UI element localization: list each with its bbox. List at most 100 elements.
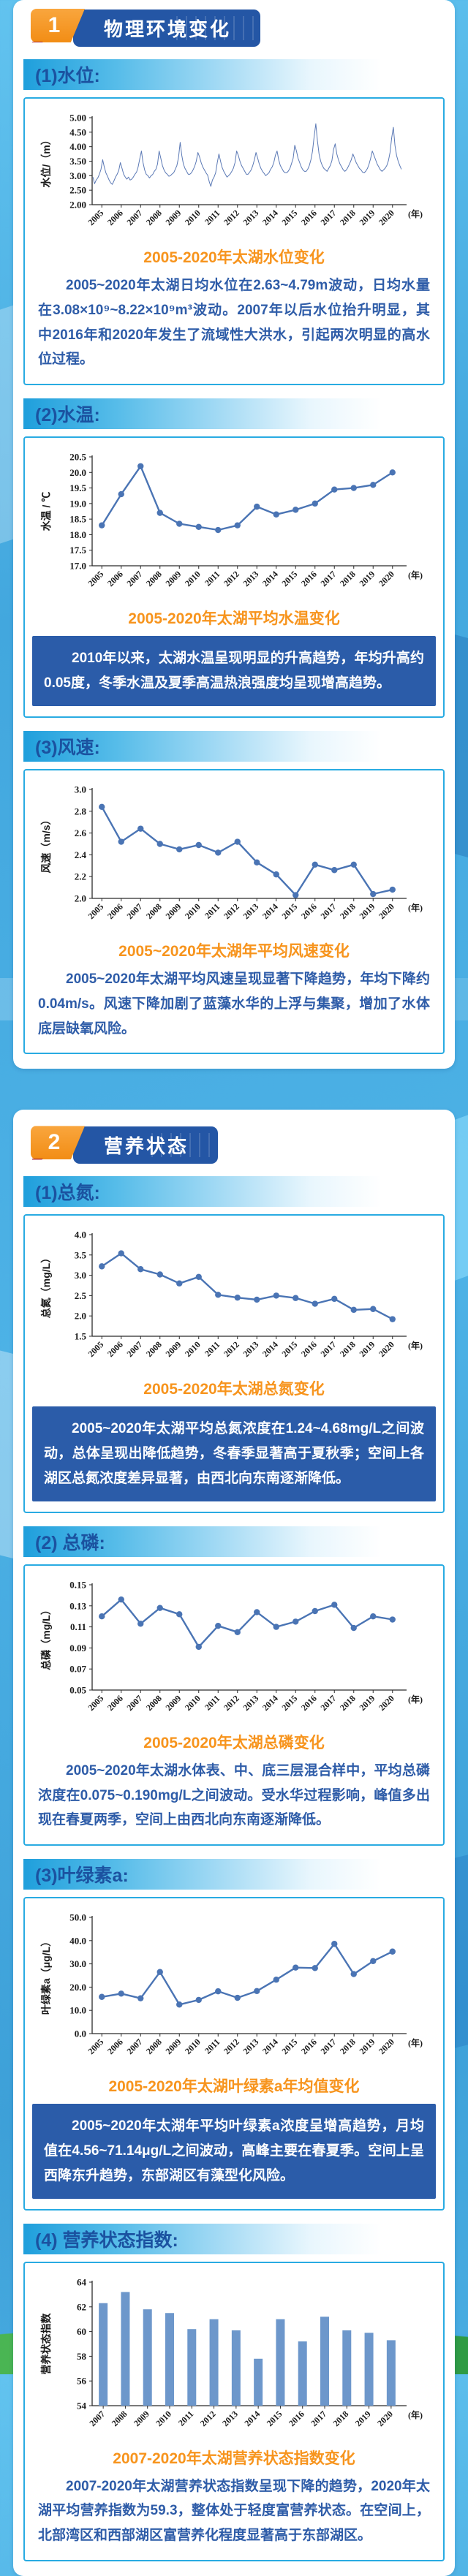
svg-text:3.0: 3.0 (75, 784, 86, 795)
svg-text:0.13: 0.13 (69, 1600, 86, 1611)
svg-text:4.50: 4.50 (69, 126, 86, 137)
section-header: 2 营养状态 (31, 1126, 446, 1164)
svg-text:2019: 2019 (358, 2037, 377, 2056)
chart-panel-chlorophyll-a: 0.0 10.0 20.0 30.0 40.0 50.0 2005 2006 2007 2008 2… (23, 1897, 445, 2211)
svg-text:2012: 2012 (222, 1340, 241, 1360)
svg-text:2005: 2005 (86, 1693, 106, 1713)
svg-text:2013: 2013 (241, 1340, 261, 1360)
description-text: 2005~2020年太湖水体表、中、底三层混合样中，平均总磷浓度在0.075~0… (38, 1762, 430, 1828)
highlight-text-box: 2005~2020年太湖平均总氮浓度在1.24~4.68mg/L之间波动，总体呈… (32, 1406, 436, 1501)
svg-text:2008: 2008 (110, 2409, 129, 2428)
svg-text:3.0: 3.0 (75, 1270, 86, 1281)
chart-caption: 2005-2020年太湖平均水温变化 (128, 610, 340, 628)
svg-text:2011: 2011 (203, 1340, 222, 1359)
svg-text:2010: 2010 (183, 208, 203, 227)
svg-text:17.5: 17.5 (69, 545, 86, 556)
svg-text:2005: 2005 (86, 208, 106, 227)
svg-text:2008: 2008 (144, 569, 164, 588)
ribbon-fold-icon (32, 42, 43, 50)
svg-text:2020: 2020 (377, 208, 396, 227)
chart-panel-total-phosphorus: 0.05 0.07 0.09 0.11 0.13 0.15 2005 2006 2007 2008… (23, 1564, 445, 1846)
svg-text:2019: 2019 (353, 2409, 373, 2428)
svg-text:风速（m/s）: 风速（m/s） (40, 814, 52, 873)
svg-text:0.05: 0.05 (69, 1684, 86, 1695)
section-title: 营养状态 (104, 1135, 189, 1158)
svg-text:(年): (年) (408, 902, 423, 913)
svg-text:58: 58 (77, 2351, 87, 2362)
svg-text:2007: 2007 (125, 1693, 145, 1713)
svg-text:2006: 2006 (105, 569, 125, 588)
svg-text:2015: 2015 (280, 901, 300, 921)
svg-text:2018: 2018 (338, 901, 358, 921)
svg-text:2016: 2016 (299, 2037, 319, 2056)
trophic-index-bar-chart: 54 56 58 60 62 64 2007 2008 2009 2010 2011 2012 2013… (31, 2272, 437, 2444)
svg-text:2014: 2014 (260, 1340, 280, 1360)
svg-text:2014: 2014 (260, 569, 280, 588)
subsection-label: (1)水位: (35, 66, 100, 86)
svg-text:2010: 2010 (183, 2037, 203, 2056)
description-text: 2005~2020年太湖平均风速呈现显著下降趋势，年均下降约0.04m/s。风速… (38, 971, 430, 1037)
svg-text:2016: 2016 (299, 901, 319, 921)
svg-text:2016: 2016 (299, 1340, 319, 1360)
svg-text:2.5: 2.5 (75, 1290, 87, 1301)
svg-text:40.0: 40.0 (69, 1935, 86, 1946)
water-level-chart: 2.00 2.50 3.00 3.50 4.00 4.50 5.00 2005 2006 2007… (31, 107, 437, 243)
svg-text:2009: 2009 (132, 2409, 151, 2428)
subsection-label: (2)水温: (35, 405, 100, 426)
svg-text:2009: 2009 (164, 1693, 184, 1713)
chart-caption: 2005-2020年太湖叶绿素a年均值变化 (108, 2078, 360, 2096)
svg-text:2009: 2009 (164, 901, 184, 921)
svg-text:2007: 2007 (125, 1340, 145, 1360)
chart-panel-wind-speed: 2.0 2.2 2.4 2.6 2.8 3.0 2005 2006 2007 2008 2009 20… (23, 768, 445, 1055)
svg-text:50.0: 50.0 (69, 1912, 86, 1923)
svg-text:2009: 2009 (164, 569, 184, 588)
svg-text:2018: 2018 (338, 208, 358, 227)
svg-text:2014: 2014 (260, 208, 280, 227)
svg-text:2013: 2013 (241, 2037, 261, 2056)
chart-panel-total-nitrogen: 1.5 2.0 2.5 3.0 3.5 4.0 2005 2006 2007 2008 2009 20… (23, 1214, 445, 1513)
svg-text:2005: 2005 (86, 2037, 106, 2056)
svg-text:4.00: 4.00 (69, 141, 86, 152)
svg-text:2019: 2019 (358, 901, 377, 921)
svg-text:水温 / ℃: 水温 / ℃ (40, 492, 52, 531)
svg-text:2.8: 2.8 (75, 806, 87, 817)
svg-text:64: 64 (77, 2276, 87, 2287)
svg-text:2.4: 2.4 (75, 849, 87, 860)
wind-speed-chart: 2.0 2.2 2.4 2.6 2.8 3.0 2005 2006 2007 2008 2009 20… (31, 779, 437, 936)
svg-text:2020: 2020 (375, 2409, 395, 2428)
svg-text:2017: 2017 (319, 1693, 339, 1713)
section-card-physical-environment: 1 物理环境变化 (1)水位: 2.00 2.50 3.00 3.50 4.00 4.50… (13, 0, 455, 1069)
svg-text:30.0: 30.0 (69, 1958, 86, 1969)
svg-text:2006: 2006 (105, 1340, 125, 1360)
svg-text:18.5: 18.5 (69, 514, 86, 525)
subsection-header-chlorophyll-a: (3)叶绿素a: (23, 1859, 445, 1890)
svg-text:3.5: 3.5 (75, 1250, 87, 1261)
svg-text:2020: 2020 (377, 1693, 396, 1713)
svg-text:总磷（mg/L）: 总磷（mg/L） (40, 1605, 52, 1670)
svg-text:2020: 2020 (377, 1340, 396, 1360)
chart-panel-trophic-index: 54 56 58 60 62 64 2007 2008 2009 2010 2011 2012 2013… (23, 2261, 445, 2562)
svg-text:60: 60 (77, 2326, 86, 2337)
section-number: 2 (48, 1130, 61, 1155)
description-text: 2005~2020年太湖平均总氮浓度在1.24~4.68mg/L之间波动，总体呈… (44, 1421, 424, 1486)
total-nitrogen-chart: 1.5 2.0 2.5 3.0 3.5 4.0 2005 2006 2007 2008 2009 20… (31, 1224, 437, 1374)
svg-text:2019: 2019 (358, 1340, 377, 1360)
svg-text:2.2: 2.2 (75, 871, 86, 882)
svg-text:2017: 2017 (319, 2037, 339, 2056)
subsection-label: (1)总氮: (35, 1183, 100, 1204)
svg-text:2007: 2007 (87, 2409, 107, 2428)
svg-text:2005: 2005 (86, 1340, 106, 1360)
svg-text:2007: 2007 (125, 208, 145, 227)
chart-caption: 2005~2020年太湖年平均风速变化 (118, 942, 350, 960)
subsection-label: (3)风速: (35, 737, 100, 758)
svg-text:2015: 2015 (280, 1693, 300, 1713)
svg-text:2011: 2011 (203, 1693, 222, 1712)
svg-text:2019: 2019 (358, 569, 377, 588)
subsection-header-water-temperature: (2)水温: (23, 398, 445, 430)
svg-text:2011: 2011 (203, 208, 222, 227)
svg-text:2010: 2010 (183, 1693, 203, 1713)
svg-text:2015: 2015 (280, 569, 300, 588)
svg-text:2013: 2013 (241, 208, 261, 227)
subsection-header-wind-speed: (3)风速: (23, 730, 445, 762)
svg-text:2011: 2011 (203, 901, 222, 920)
